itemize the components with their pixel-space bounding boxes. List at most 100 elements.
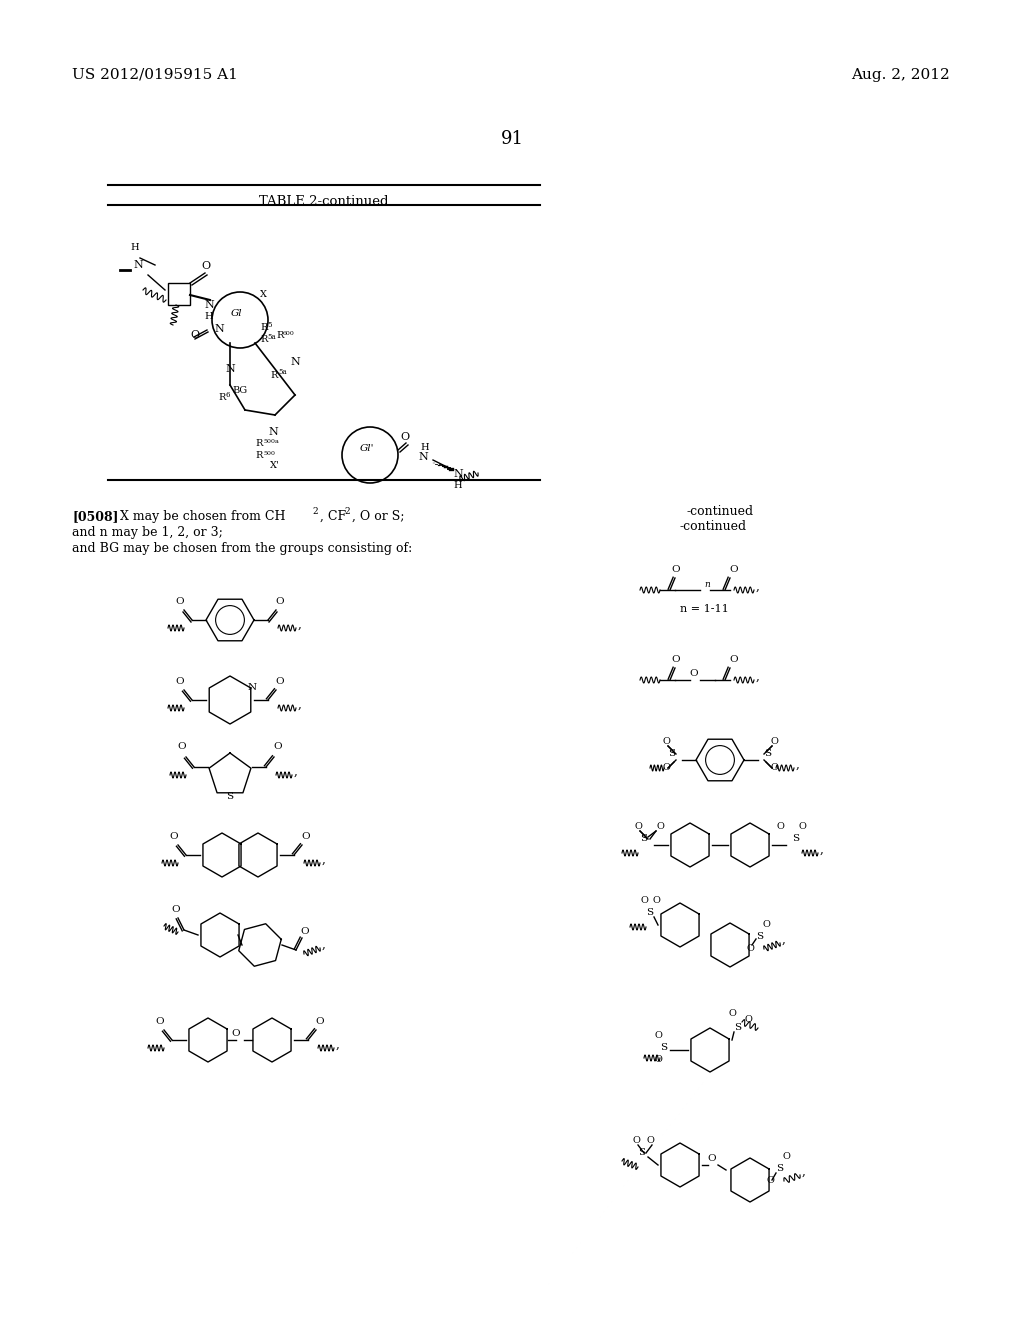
- Text: ,: ,: [802, 1166, 806, 1177]
- Text: O: O: [730, 565, 738, 574]
- Text: O: O: [156, 1016, 164, 1026]
- Text: H: H: [420, 444, 429, 451]
- Text: R: R: [276, 331, 284, 341]
- Text: O: O: [672, 565, 680, 574]
- Text: Aug. 2, 2012: Aug. 2, 2012: [851, 69, 950, 82]
- Text: ,: ,: [820, 843, 824, 855]
- Text: 500: 500: [263, 451, 275, 455]
- Text: N: N: [453, 469, 463, 479]
- Text: O: O: [782, 1152, 790, 1162]
- Text: N: N: [248, 682, 257, 692]
- Text: H: H: [453, 480, 462, 490]
- Text: R: R: [260, 323, 267, 333]
- Text: S: S: [226, 792, 233, 801]
- Text: S: S: [640, 834, 647, 843]
- Text: O: O: [646, 1137, 654, 1144]
- Text: O: O: [762, 920, 770, 929]
- Text: S: S: [757, 932, 764, 941]
- Text: O: O: [770, 763, 778, 772]
- Text: and n may be 1, 2, or 3;: and n may be 1, 2, or 3;: [72, 525, 223, 539]
- Text: S: S: [669, 748, 676, 758]
- Text: O: O: [178, 742, 186, 751]
- Text: H: H: [131, 243, 139, 252]
- Text: ,: ,: [298, 698, 302, 711]
- Text: O: O: [730, 655, 738, 664]
- Text: S: S: [765, 748, 771, 758]
- Text: S: S: [734, 1023, 741, 1032]
- Text: R: R: [218, 393, 225, 403]
- Text: 5a: 5a: [278, 368, 287, 376]
- Text: 6: 6: [225, 391, 229, 399]
- Text: O: O: [640, 896, 648, 906]
- Text: N: N: [214, 323, 224, 334]
- Text: -continued: -continued: [680, 520, 748, 533]
- Text: O: O: [302, 832, 310, 841]
- Bar: [168, 282, 190, 305]
- Text: ,: ,: [756, 579, 760, 593]
- Text: 2: 2: [312, 507, 317, 516]
- Text: O: O: [663, 737, 670, 746]
- Text: n = 1-11: n = 1-11: [680, 605, 729, 614]
- Text: O: O: [654, 1055, 662, 1064]
- Text: ,: ,: [782, 933, 785, 946]
- Text: O: O: [708, 1154, 717, 1163]
- Text: 2: 2: [344, 507, 349, 516]
- Text: H: H: [204, 312, 213, 321]
- Text: O: O: [176, 597, 184, 606]
- Text: O: O: [652, 896, 659, 906]
- Text: ,: ,: [796, 758, 800, 771]
- Text: O: O: [632, 1137, 640, 1144]
- Text: , O or S;: , O or S;: [352, 510, 404, 523]
- Text: -continued: -continued: [686, 506, 754, 517]
- Text: X may be chosen from CH: X may be chosen from CH: [120, 510, 286, 523]
- Text: 91: 91: [501, 129, 523, 148]
- Text: O: O: [663, 763, 670, 772]
- Text: R: R: [255, 451, 262, 459]
- Text: O: O: [275, 677, 285, 686]
- Text: S: S: [660, 1043, 668, 1052]
- Text: [0508]: [0508]: [72, 510, 119, 523]
- Text: O: O: [672, 655, 680, 664]
- Text: ,: ,: [294, 766, 298, 777]
- Text: O: O: [202, 261, 211, 271]
- Text: n: n: [705, 579, 710, 589]
- Text: , CF: , CF: [319, 510, 346, 523]
- Text: O: O: [766, 1176, 774, 1185]
- Text: R: R: [255, 440, 262, 447]
- Text: O: O: [746, 944, 754, 953]
- Text: ,: ,: [298, 618, 302, 631]
- Text: X': X': [270, 461, 280, 470]
- Text: N: N: [290, 356, 300, 367]
- Text: ,: ,: [322, 853, 326, 866]
- Text: S: S: [646, 908, 653, 917]
- Text: O: O: [744, 1015, 752, 1024]
- Text: 600: 600: [283, 331, 295, 337]
- Text: ,: ,: [756, 671, 760, 682]
- Text: N: N: [133, 260, 143, 271]
- Text: N: N: [418, 451, 428, 462]
- Text: O: O: [273, 742, 283, 751]
- Text: O: O: [170, 832, 178, 841]
- Text: O: O: [176, 677, 184, 686]
- Text: 500a: 500a: [263, 440, 279, 444]
- Text: O: O: [690, 669, 698, 678]
- Text: O: O: [770, 737, 778, 746]
- Text: S: S: [638, 1148, 645, 1158]
- Text: O: O: [798, 822, 806, 832]
- Text: and BG may be chosen from the groups consisting of:: and BG may be chosen from the groups con…: [72, 543, 413, 554]
- Text: BG: BG: [232, 385, 247, 395]
- Text: S: S: [793, 834, 800, 843]
- Text: O: O: [315, 1016, 325, 1026]
- Text: Gl: Gl: [231, 309, 243, 318]
- Text: O: O: [172, 906, 180, 913]
- Text: O: O: [776, 822, 784, 832]
- Text: Gl': Gl': [359, 444, 374, 453]
- Text: 5a: 5a: [267, 333, 275, 341]
- Text: O: O: [656, 822, 664, 832]
- Text: R: R: [270, 371, 278, 380]
- Text: TABLE 2-continued: TABLE 2-continued: [259, 195, 389, 209]
- Text: O: O: [654, 1031, 662, 1040]
- Text: O: O: [634, 822, 642, 832]
- Text: O: O: [275, 597, 285, 606]
- Text: O: O: [301, 927, 309, 936]
